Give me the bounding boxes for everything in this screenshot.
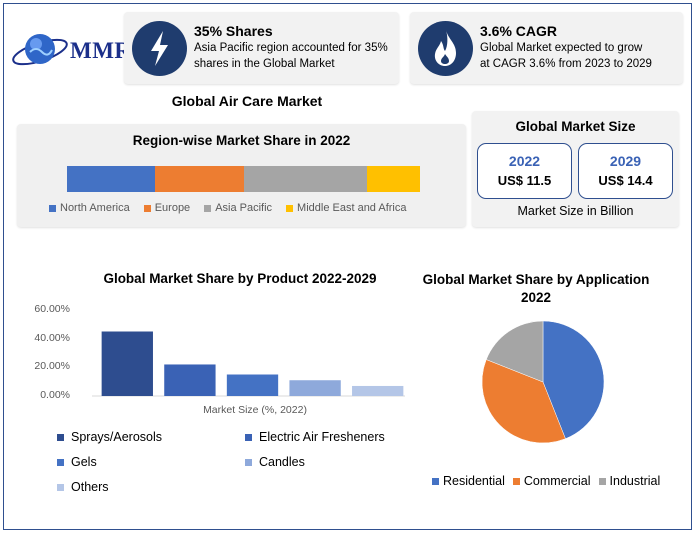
chart-legend: Residential Commercial Industrial (432, 474, 668, 488)
legend-label: Sprays/Aerosols (71, 430, 163, 444)
legend-label: Electric Air Fresheners (259, 430, 385, 444)
region-share-chart: Region-wise Market Share in 2022 North A… (17, 124, 466, 227)
stat-description: Global Market expected to grow at CAGR 3… (480, 42, 652, 70)
globe-icon (12, 34, 68, 66)
stat-card-share: 35% Shares Asia Pacific region accounted… (124, 12, 399, 84)
stat-title: 3.6% CAGR (480, 23, 558, 39)
flame-icon (418, 21, 473, 76)
infographic-frame (3, 3, 692, 530)
y-tick-label: 20.00% (34, 360, 70, 373)
logo-text: MMR (70, 38, 132, 63)
legend-item: Gels (57, 455, 97, 469)
legend-label: Middle East and Africa (297, 202, 407, 214)
legend-item: Commercial (512, 474, 591, 488)
legend-label: Asia Pacific (215, 202, 273, 214)
legend-item: Europe (143, 202, 191, 214)
year-label: 2029 (609, 153, 642, 169)
chart-title: Region-wise Market Share in 2022 (132, 133, 351, 148)
market-size-title: Global Market Size (515, 119, 636, 134)
year-box-2029: 2029 US$ 14.4 (578, 143, 673, 199)
legend-label: North America (60, 202, 130, 214)
legend-item: Sprays/Aerosols (57, 430, 162, 444)
stat-title: 35% Shares (194, 23, 273, 39)
legend-swatch (57, 483, 64, 491)
y-tick-label: 60.00% (34, 303, 70, 315)
bar-segment-europe (155, 166, 244, 192)
y-tick-label: 0.00% (40, 389, 70, 401)
legend-swatch (245, 458, 252, 466)
legend-swatch (57, 458, 64, 466)
legend-item: North America (49, 202, 130, 214)
chart-title: Global Market Share by Product 2022-2029 (103, 271, 377, 286)
legend-item: Electric Air Fresheners (245, 430, 385, 444)
legend-swatch (57, 433, 64, 441)
legend-swatch (204, 204, 212, 212)
bar-segment-asia-pacific (243, 166, 368, 192)
stacked-bar (67, 166, 420, 192)
bar-segment-north-america (67, 166, 156, 192)
main-title: Global Air Care Market (171, 93, 323, 109)
year-amount: US$ 14.4 (598, 173, 653, 188)
y-tick-label: 40.00% (34, 331, 70, 344)
bar-segment-middle-east-and-africa (367, 166, 420, 192)
legend-swatch (598, 477, 606, 485)
legend-label: Europe (154, 202, 191, 214)
market-size-caption: Market Size in Billion (517, 204, 634, 218)
legend-item: Middle East and Africa (286, 202, 407, 214)
mmr-logo: MMR (10, 22, 131, 74)
chart-title: Global Market Share by Application 2022 (422, 272, 650, 305)
legend-swatch (512, 477, 520, 485)
lightning-icon (132, 21, 187, 76)
legend-swatch (432, 477, 439, 485)
year-label: 2022 (508, 153, 541, 169)
legend-swatch (49, 204, 56, 212)
legend-item: Industrial (598, 474, 661, 488)
legend-swatch (286, 204, 294, 212)
legend-item: Residential (432, 474, 505, 488)
legend-label: Commercial (523, 474, 591, 488)
legend-label: Gels (71, 455, 97, 469)
legend-swatch (245, 433, 252, 441)
stat-description: Asia Pacific region accounted for 35% sh… (194, 42, 388, 70)
legend-item: Candles (245, 455, 305, 469)
legend-label: Others (71, 480, 109, 494)
market-size-card: Global Market Size 2022 US$ 11.5 2029 US… (472, 111, 679, 227)
year-amount: US$ 11.5 (497, 173, 552, 188)
legend-item: Others (57, 480, 109, 494)
legend-label: Industrial (609, 474, 661, 488)
legend-label: Candles (259, 455, 305, 469)
legend-swatch (143, 204, 151, 212)
legend-label: Residential (443, 474, 505, 488)
x-axis-label: Market Size (%, 2022) (203, 404, 307, 416)
stat-card-cagr: 3.6% CAGR Global Market expected to grow… (410, 12, 683, 84)
legend-item: Asia Pacific (204, 202, 272, 214)
year-box-2022: 2022 US$ 11.5 (477, 143, 572, 199)
chart-legend: North America Europe Asia Pacific Middle Ea… (49, 202, 421, 214)
